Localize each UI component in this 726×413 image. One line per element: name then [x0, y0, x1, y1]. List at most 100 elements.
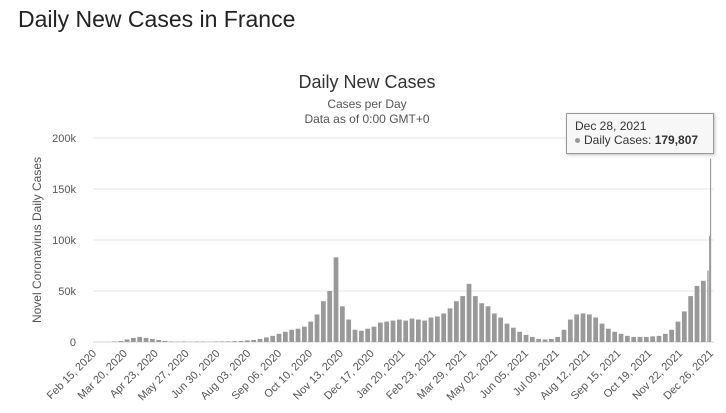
bar — [156, 339, 162, 342]
bar — [352, 329, 358, 342]
bar — [415, 319, 421, 342]
bar — [327, 291, 333, 342]
bar — [662, 333, 668, 342]
bar — [403, 320, 409, 342]
bar — [466, 283, 472, 342]
bar — [320, 301, 326, 342]
bar — [618, 333, 624, 342]
bar — [624, 335, 630, 342]
bar — [694, 285, 700, 342]
bar — [365, 328, 371, 342]
bar — [301, 326, 307, 342]
bar — [580, 313, 586, 342]
bar — [472, 296, 478, 342]
bar — [529, 336, 535, 342]
chart-title: Daily New Cases — [298, 72, 435, 92]
bar — [441, 313, 447, 342]
bar — [390, 320, 396, 342]
bar — [137, 336, 143, 342]
bar — [181, 341, 187, 342]
bar — [447, 308, 453, 342]
bar — [498, 317, 504, 342]
bar — [162, 340, 168, 342]
bar — [561, 329, 567, 342]
bar — [213, 341, 219, 342]
bar — [504, 323, 510, 342]
bar — [593, 317, 599, 342]
y-tick-label: 150k — [52, 184, 76, 196]
bar — [710, 158, 712, 342]
bar — [460, 296, 466, 342]
bar — [232, 341, 238, 342]
bar — [289, 329, 295, 342]
bar — [542, 339, 548, 342]
bar — [244, 340, 250, 342]
y-tick-label: 0 — [70, 337, 76, 349]
bar — [669, 329, 675, 342]
bar — [149, 338, 155, 342]
chart-subtitle-2: Data as of 0:00 GMT+0 — [304, 112, 429, 126]
bar — [479, 303, 485, 342]
bar — [605, 328, 611, 342]
bar — [308, 321, 314, 342]
bar — [377, 322, 383, 342]
bar — [333, 257, 339, 342]
bar — [517, 331, 523, 342]
bar — [314, 314, 320, 342]
bar — [688, 296, 694, 342]
bar — [523, 334, 529, 342]
bar — [118, 340, 124, 342]
bar — [643, 336, 649, 342]
bar — [295, 328, 301, 342]
bar — [194, 341, 200, 342]
bar — [124, 339, 130, 342]
bar — [453, 301, 459, 342]
bar — [219, 341, 225, 342]
bar — [371, 326, 377, 342]
tooltip-value: 179,807 — [654, 133, 699, 147]
bar — [143, 337, 149, 342]
bar — [612, 331, 618, 342]
bar — [384, 321, 390, 342]
bar — [709, 235, 711, 342]
series-dot-icon — [575, 138, 580, 144]
bar — [567, 319, 573, 342]
bar — [238, 340, 244, 342]
bar — [434, 316, 440, 342]
bar — [428, 317, 434, 342]
y-tick-label: 50k — [58, 286, 76, 298]
bar — [409, 318, 415, 342]
bar — [637, 336, 643, 342]
bar — [656, 335, 662, 342]
page-title: Daily New Cases in France — [18, 6, 296, 32]
bar — [510, 327, 516, 342]
bar — [599, 323, 605, 342]
bar — [707, 270, 709, 342]
bar — [536, 338, 542, 342]
bar — [574, 314, 580, 342]
bar — [396, 319, 402, 342]
bar — [270, 335, 276, 342]
chart-subtitle-1: Cases per Day — [327, 97, 406, 111]
bar — [358, 330, 364, 342]
bar — [555, 336, 561, 342]
bar — [586, 314, 592, 342]
bar — [282, 331, 288, 342]
bar — [168, 341, 174, 342]
bar — [631, 336, 637, 342]
bar — [485, 306, 491, 342]
bar — [263, 337, 269, 342]
bar — [130, 337, 136, 342]
bar — [700, 280, 706, 342]
bar — [276, 333, 282, 342]
y-tick-label: 100k — [52, 235, 76, 247]
bar — [257, 338, 263, 342]
bar — [650, 336, 656, 342]
bar — [548, 338, 554, 342]
bar — [422, 320, 428, 342]
bar — [681, 311, 687, 342]
bar — [339, 306, 345, 342]
tooltip-label: Daily Cases: — [584, 133, 655, 147]
